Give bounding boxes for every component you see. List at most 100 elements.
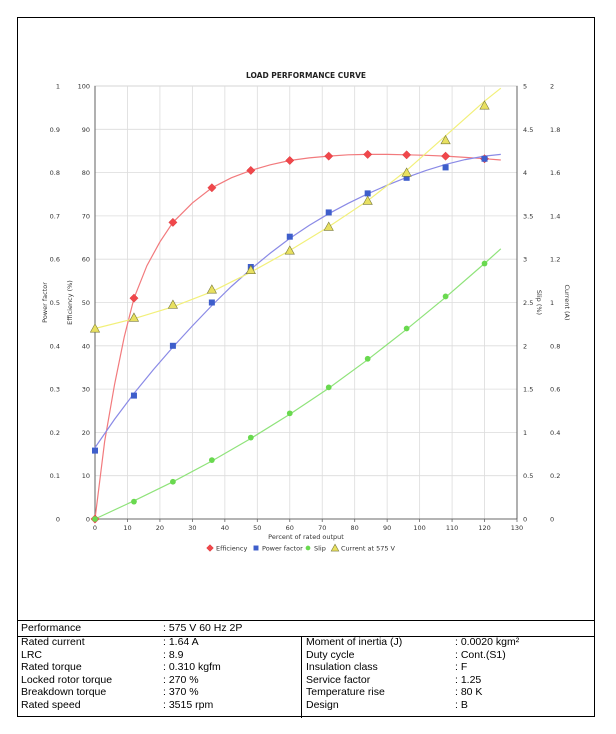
slip-tick-label: 4.5	[523, 126, 533, 134]
x-tick-label: 40	[221, 524, 229, 532]
current-at-575-v-point	[440, 134, 451, 145]
spec-row: Duty cycle: Cont.(S1)	[302, 649, 595, 662]
efficiency-point	[402, 150, 412, 160]
slip-axis-title: Slip (%)	[535, 290, 543, 315]
power-factor-curve	[94, 153, 501, 448]
report-frame	[17, 17, 595, 717]
chart-title: LOAD PERFORMANCE CURVE	[246, 71, 366, 80]
power-factor-tick-label: 0.7	[50, 212, 60, 220]
legend-slip-label: Slip	[314, 545, 326, 553]
x-tick-label: 30	[188, 524, 196, 532]
power-factor-point	[286, 233, 293, 240]
power-factor-tick-label: 0.6	[50, 256, 60, 264]
current-tick-label: 0.2	[550, 472, 560, 480]
efficiency-tick-label: 80	[82, 169, 90, 177]
spec-name: Insulation class	[306, 661, 378, 673]
power-factor-point	[403, 174, 410, 181]
power-factor-tick-label: 0.8	[50, 169, 60, 177]
current-tick-label: 1.8	[550, 126, 560, 134]
power-factor-tick-label: 0.2	[50, 429, 60, 437]
legend-power-factor-marker	[253, 545, 259, 551]
spec-row: Rated torque : 0.310 kgfm	[17, 661, 301, 674]
power-factor-point	[169, 342, 176, 349]
spec-row: LRC: 8.9	[17, 649, 301, 662]
slip-point	[286, 410, 293, 417]
power-factor-point	[92, 447, 98, 454]
efficiency-point	[168, 217, 178, 227]
x-tick-label: 130	[511, 524, 523, 532]
slip-tick-label: 5	[523, 83, 527, 91]
slip-point	[131, 498, 137, 505]
spec-name: Temperature rise	[306, 686, 385, 698]
efficiency-tick-label: 70	[82, 212, 90, 220]
efficiency-tick-label: 30	[82, 386, 90, 394]
spec-row: Service factor: 1.25	[302, 674, 595, 687]
current-at-575-v-curve	[94, 87, 502, 330]
slip-point	[92, 516, 98, 522]
spec-name: Service factor	[306, 673, 371, 686]
power-factor-point	[130, 392, 137, 399]
efficiency-point	[129, 293, 139, 303]
slip-point	[364, 355, 371, 362]
spec-name: Rated torque	[21, 661, 82, 673]
spec-value: : 370 %	[163, 686, 199, 698]
legend-efficiency-marker	[206, 544, 214, 552]
column-divider	[301, 636, 302, 718]
current-tick-label: 1.4	[550, 212, 560, 220]
slip-tick-label: 1.5	[523, 386, 533, 394]
current-tick-label: 0	[550, 516, 554, 524]
spec-row: Moment of inertia (J): 0.0020 kgm²	[302, 636, 595, 649]
legend-slip-marker	[305, 545, 311, 551]
spec-name: Moment of inertia (J)	[306, 636, 403, 648]
spec-name: Design	[306, 698, 339, 711]
performance-row: Performance : 575 V 60 Hz 2P	[17, 620, 595, 637]
slip-point	[325, 384, 332, 391]
power-factor-tick-label: 0.9	[50, 126, 60, 134]
efficiency-point	[207, 183, 217, 193]
power-factor-tick-label: 0.4	[50, 342, 60, 350]
power-factor-point	[442, 164, 449, 171]
x-axis-title: Percent of rated output	[268, 533, 344, 541]
spec-name: Locked rotor torque	[21, 673, 113, 686]
slip-tick-label: 3	[523, 256, 527, 264]
spec-column-right: Moment of inertia (J): 0.0020 kgm² Duty …	[302, 636, 595, 711]
current-tick-label: 1.2	[550, 256, 560, 264]
current-tick-label: 0.8	[550, 342, 560, 350]
current-tick-label: 2	[550, 83, 554, 91]
legend-current-at-575-v-marker	[330, 543, 340, 552]
spec-row: Design : B	[302, 699, 595, 712]
power-factor-point	[325, 209, 332, 216]
spec-row: Locked rotor torque : 270 %	[17, 674, 301, 687]
spec-row: Insulation class: F	[302, 661, 595, 674]
current-tick-label: 0.4	[550, 429, 560, 437]
spec-row: Breakdown torque: 370 %	[17, 686, 301, 699]
spec-value: : 1.64 A	[163, 636, 199, 648]
x-tick-label: 50	[253, 524, 261, 532]
slip-tick-label: 4	[523, 169, 527, 177]
spec-value: : 0.310 kgfm	[163, 661, 221, 673]
x-tick-label: 20	[156, 524, 164, 532]
power-factor-tick-label: 1	[56, 83, 60, 91]
efficiency-tick-label: 50	[82, 299, 90, 307]
x-tick-label: 70	[318, 524, 326, 532]
spec-name: Rated speed	[21, 698, 81, 711]
spec-value: : B	[455, 698, 468, 711]
efficiency-axis-title: Efficiency (%)	[66, 280, 74, 325]
spec-column-left: Rated current: 1.64 A LRC: 8.9 Rated tor…	[17, 636, 301, 711]
spec-row: Rated current: 1.64 A	[17, 636, 301, 649]
efficiency-tick-label: 60	[82, 256, 90, 264]
x-tick-label: 90	[383, 524, 391, 532]
efficiency-tick-label: 0	[86, 516, 90, 524]
x-tick-label: 10	[123, 524, 131, 532]
x-tick-label: 80	[351, 524, 359, 532]
legend-current-at-575-v-label: Current at 575 V	[341, 545, 396, 553]
spec-value: : 8.9	[163, 648, 184, 661]
spec-value: : 270 %	[163, 673, 199, 686]
current-at-575-v-point	[206, 284, 217, 294]
efficiency-tick-label: 10	[82, 472, 90, 480]
current-at-575-v-point	[323, 221, 334, 231]
power-factor-tick-label: 0	[56, 516, 60, 524]
slip-point	[170, 478, 176, 485]
current-tick-label: 1.6	[550, 169, 560, 177]
spec-value: : Cont.(S1)	[455, 648, 506, 661]
